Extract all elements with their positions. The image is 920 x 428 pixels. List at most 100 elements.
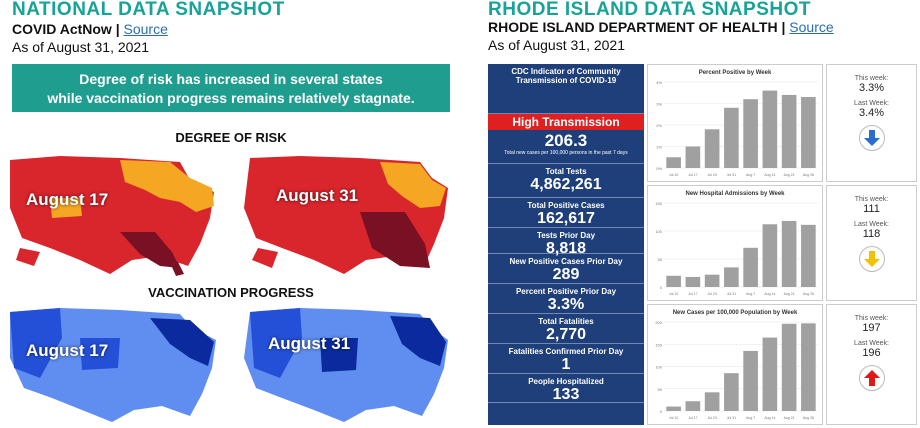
banner-line-2: while vaccination progress remains relat… [47, 90, 415, 106]
national-title: NATIONAL DATA SNAPSHOT [12, 0, 285, 20]
y-tick-label: 100 [655, 229, 662, 234]
y-tick-label: 2% [656, 123, 662, 128]
y-tick-label: 4% [656, 80, 662, 85]
ri-stat-value: 289 [552, 266, 580, 283]
x-tick-label: Jul 31 [727, 416, 736, 420]
x-tick-label: Aug 21 [784, 292, 795, 296]
this-week-label: This week: [854, 75, 889, 82]
ri-week-compare-panel: This week: 197 Last Week: 196 [826, 304, 917, 425]
arrow-up-icon [858, 365, 885, 391]
national-source-org: COVID ActNow | [12, 21, 120, 37]
x-tick-label: Aug 21 [784, 173, 795, 177]
bar [743, 99, 758, 168]
ri-chart-panel: Percent Positive by Week 0% 1% 2% 3% 4% Jul 10… [647, 64, 823, 182]
cdc-heading: CDC Indicator of Community Transmission … [488, 64, 644, 114]
ri-stat-value: 8,818 [545, 240, 587, 257]
x-tick-label: Aug 28 [803, 173, 814, 177]
chart-title: Percent Positive by Week [698, 70, 772, 76]
ri-stat-value: 3.3% [547, 296, 585, 313]
x-tick-label: Jul 24 [707, 416, 716, 420]
ri-stats-panel: CDC Indicator of Community Transmission … [488, 64, 644, 425]
bar-chart: 0 50 100 150 200 Jul 10 Jul 17 Jul 24 Jul 31 Aug … [655, 320, 818, 420]
ri-stat-box: Total Positive Cases 162,617 [488, 198, 644, 228]
ri-stat-label: Percent Positive Prior Day [515, 287, 617, 296]
national-banner: Degree of risk has increased in several … [12, 64, 450, 112]
bar [724, 373, 739, 411]
x-tick-label: Jul 17 [688, 292, 697, 296]
ri-source-org: RHODE ISLAND DEPARTMENT OF HEALTH | [488, 19, 786, 35]
ri-source-line: RHODE ISLAND DEPARTMENT OF HEALTH | Sour… [488, 19, 834, 35]
ri-stat-box: New Positive Cases Prior Day 289 [488, 254, 644, 284]
bar [704, 129, 720, 168]
vax-map-aug17 [10, 308, 216, 422]
y-tick-label: 0 [660, 285, 663, 290]
y-tick-label: 3% [656, 102, 662, 107]
last-week-label: Last Week: [854, 340, 889, 347]
bar-chart: 0% 1% 2% 3% 4% Jul 10 Jul 17 Jul 24 Jul 31 Aug 7 A… [656, 80, 818, 177]
ri-source-link[interactable]: Source [789, 19, 834, 35]
map-label-vax-aug17: August 17 [26, 341, 109, 360]
map-label-risk-aug31: August 31 [276, 186, 359, 205]
bar [685, 276, 701, 287]
ri-stat-label: Tests Prior Day [536, 231, 596, 240]
x-tick-label: Jul 24 [707, 292, 716, 296]
ri-stat-box: People Hospitalized 133 [488, 374, 644, 403]
x-tick-label: Aug 7 [746, 292, 755, 296]
ri-stat-label: New Positive Cases Prior Day [509, 257, 623, 266]
ri-stat-value: 1 [561, 356, 571, 373]
map-label-vax-aug31: August 31 [268, 334, 351, 353]
arrow-down-icon [858, 125, 885, 151]
chart-title: New Cases per 100,000 Population by Week [672, 310, 798, 316]
x-tick-label: Aug 28 [803, 292, 814, 296]
national-maps [10, 156, 448, 422]
last-week-value: 118 [862, 228, 881, 240]
ri-stat-list: Total Tests 4,862,261 Total Positive Cases… [488, 164, 644, 403]
risk-map-aug31 [244, 156, 448, 274]
ri-stat-value: 162,617 [537, 210, 595, 227]
y-tick-label: 100 [655, 365, 662, 370]
bar [685, 401, 701, 411]
x-tick-label: Aug 21 [784, 416, 795, 420]
bar [685, 146, 701, 168]
ri-stat-box: Fatalities Confirmed Prior Day 1 [488, 344, 644, 374]
y-tick-label: 150 [655, 342, 662, 347]
ri-stat-box: Total Tests 4,862,261 [488, 164, 644, 198]
last-week-value: 3.4% [858, 107, 885, 119]
this-week-value: 197 [862, 322, 881, 334]
x-tick-label: Jul 17 [688, 416, 697, 420]
ri-as-of: As of August 31, 2021 [488, 37, 625, 53]
ri-stat-value: 133 [552, 386, 580, 403]
bar [704, 392, 720, 411]
bar [704, 274, 720, 287]
ri-stat-box: Tests Prior Day 8,818 [488, 228, 644, 257]
bar [801, 323, 816, 411]
x-tick-label: Jul 10 [669, 292, 678, 296]
ri-charts-area: Percent Positive by Week 0% 1% 2% 3% 4% Jul 10… [647, 64, 917, 425]
y-tick-label: 50 [658, 257, 663, 262]
ri-title: RHODE ISLAND DATA SNAPSHOT [488, 0, 811, 20]
vax-map-aug31 [244, 308, 448, 422]
cases-per-100k-box: 206.3 Total new cases per 100,000 person… [488, 130, 644, 164]
national-source-line: COVID ActNow | Source [12, 21, 168, 37]
last-week-label: Last Week: [854, 100, 889, 107]
bar [762, 337, 778, 411]
bar [762, 90, 778, 168]
ri-week-compare-panel: This week: 111 Last Week: 118 [826, 185, 917, 301]
bar [724, 267, 739, 287]
ri-stat-label: People Hospitalized [528, 377, 604, 386]
x-tick-label: Aug 14 [764, 292, 775, 296]
cases-per-100k-value: 206.3 [544, 131, 588, 150]
x-tick-label: Aug 28 [803, 416, 814, 420]
national-source-link[interactable]: Source [123, 21, 168, 37]
bar [781, 220, 797, 287]
x-tick-label: Jul 24 [707, 173, 716, 177]
bar [781, 94, 797, 168]
ri-stat-box: Percent Positive Prior Day 3.3% [488, 284, 644, 314]
x-tick-label: Jul 17 [688, 173, 697, 177]
ri-chart-panel: New Hospital Admissions by Week 0 50 100 150… [647, 185, 823, 301]
this-week-value: 3.3% [858, 82, 885, 94]
bar [666, 275, 681, 287]
y-tick-label: 50 [658, 387, 663, 392]
x-tick-label: Jul 10 [669, 173, 678, 177]
x-tick-label: Aug 7 [746, 173, 755, 177]
